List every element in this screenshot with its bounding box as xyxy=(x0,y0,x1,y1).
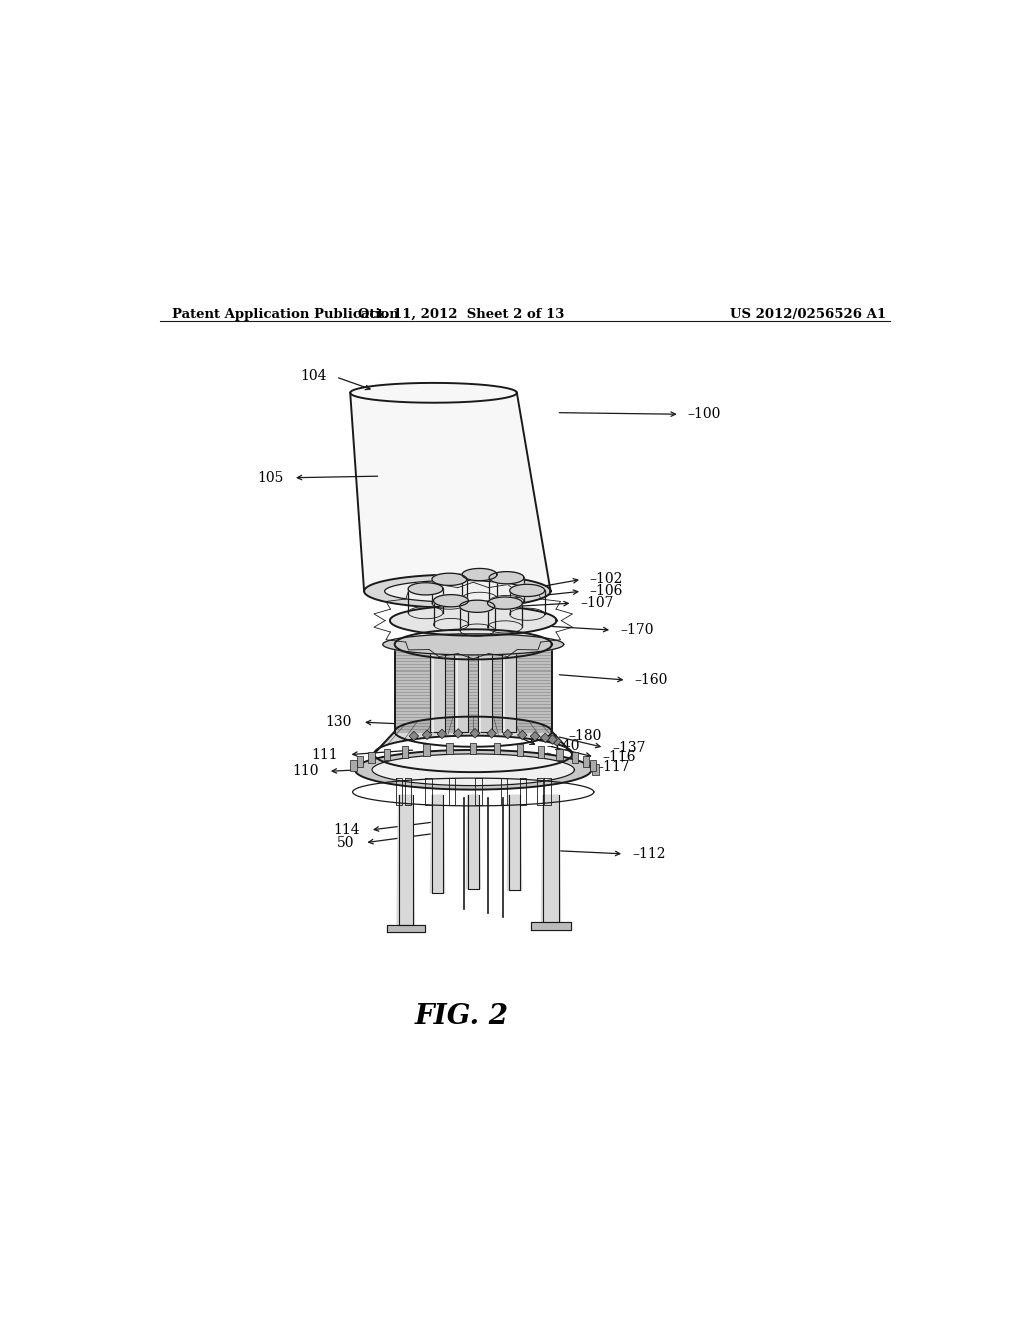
Polygon shape xyxy=(409,582,443,595)
Text: –116: –116 xyxy=(602,750,636,764)
Polygon shape xyxy=(541,733,550,743)
Text: –160: –160 xyxy=(634,673,668,688)
Polygon shape xyxy=(394,630,552,731)
Bar xyxy=(446,743,453,754)
Bar xyxy=(384,748,390,760)
Polygon shape xyxy=(489,572,524,583)
Text: 104: 104 xyxy=(300,370,327,383)
Polygon shape xyxy=(531,923,570,931)
Text: –140: –140 xyxy=(546,739,580,752)
Polygon shape xyxy=(410,731,419,741)
Text: –170: –170 xyxy=(620,623,653,638)
Text: –102: –102 xyxy=(590,573,624,586)
Text: 130: 130 xyxy=(326,715,352,729)
Polygon shape xyxy=(387,924,425,932)
Text: –106: –106 xyxy=(590,585,624,598)
Text: –137: –137 xyxy=(612,741,645,755)
Polygon shape xyxy=(454,729,463,738)
Polygon shape xyxy=(462,569,497,581)
Polygon shape xyxy=(383,634,563,655)
Bar xyxy=(583,756,589,767)
Polygon shape xyxy=(390,606,557,636)
Bar xyxy=(556,748,563,760)
Text: 111: 111 xyxy=(311,747,338,762)
Bar xyxy=(402,746,409,758)
Polygon shape xyxy=(552,737,561,746)
Bar xyxy=(430,644,444,731)
Polygon shape xyxy=(460,601,495,612)
Text: 105: 105 xyxy=(257,471,284,484)
Text: –117: –117 xyxy=(596,759,630,774)
Polygon shape xyxy=(397,795,415,924)
Text: 50: 50 xyxy=(337,836,354,850)
Polygon shape xyxy=(507,795,521,891)
Polygon shape xyxy=(510,585,545,597)
Text: Patent Application Publication: Patent Application Publication xyxy=(172,308,398,321)
Polygon shape xyxy=(530,731,540,741)
Bar xyxy=(590,760,596,771)
Polygon shape xyxy=(466,795,480,888)
Polygon shape xyxy=(437,729,446,739)
Text: –100: –100 xyxy=(687,408,721,421)
Text: 110: 110 xyxy=(292,764,318,779)
Bar xyxy=(470,743,476,754)
Text: US 2012/0256526 A1: US 2012/0256526 A1 xyxy=(730,308,886,321)
Polygon shape xyxy=(355,750,592,789)
Polygon shape xyxy=(517,730,527,739)
Polygon shape xyxy=(422,730,432,739)
Bar xyxy=(478,644,493,731)
Bar xyxy=(517,744,523,755)
Polygon shape xyxy=(487,597,522,610)
Polygon shape xyxy=(503,730,512,739)
Bar xyxy=(455,644,468,731)
Polygon shape xyxy=(542,795,560,923)
Bar xyxy=(350,760,356,771)
Polygon shape xyxy=(385,581,530,602)
Bar xyxy=(369,752,375,763)
Text: –107: –107 xyxy=(581,597,613,610)
Bar xyxy=(571,752,578,763)
Polygon shape xyxy=(430,795,444,892)
Polygon shape xyxy=(487,729,497,738)
Text: –180: –180 xyxy=(568,730,602,743)
Polygon shape xyxy=(350,383,551,591)
Text: 114: 114 xyxy=(333,824,359,837)
Bar xyxy=(357,756,364,767)
Bar xyxy=(592,764,599,775)
Bar xyxy=(423,744,430,755)
Polygon shape xyxy=(365,574,551,609)
Polygon shape xyxy=(433,594,468,607)
Polygon shape xyxy=(432,573,467,585)
Text: –112: –112 xyxy=(632,847,666,861)
Polygon shape xyxy=(374,717,572,754)
Polygon shape xyxy=(470,729,479,738)
Polygon shape xyxy=(548,735,557,744)
Text: Oct. 11, 2012  Sheet 2 of 13: Oct. 11, 2012 Sheet 2 of 13 xyxy=(358,308,564,321)
Bar xyxy=(538,746,545,758)
Bar xyxy=(494,743,501,754)
Text: FIG. 2: FIG. 2 xyxy=(415,1003,508,1030)
Bar xyxy=(502,644,516,731)
Polygon shape xyxy=(372,754,574,785)
